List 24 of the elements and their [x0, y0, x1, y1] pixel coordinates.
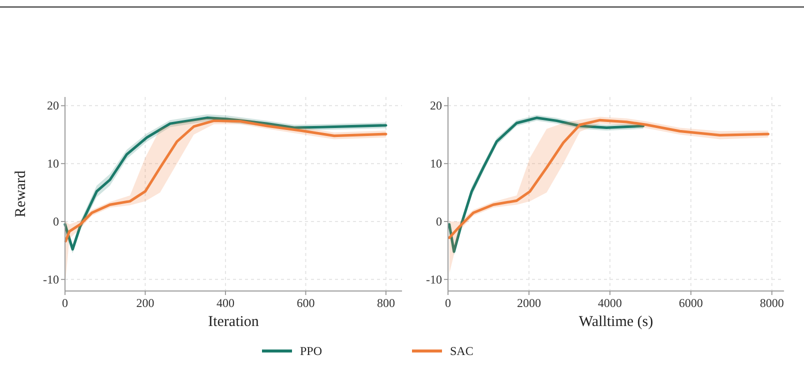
x-tick-label: 6000 — [678, 296, 703, 310]
y-tick-label: 10 — [430, 156, 442, 171]
y-tick-label: 0 — [53, 214, 59, 229]
line-series — [448, 118, 770, 240]
x-tick-label: 4000 — [598, 296, 622, 310]
y-tick-label: 10 — [47, 156, 59, 171]
x-tick-label: 0 — [445, 296, 451, 310]
x-tick-label: 8000 — [760, 296, 784, 310]
x-axis-title: Walltime (s) — [578, 314, 654, 330]
x-tick-label: 400 — [216, 296, 234, 310]
y-tick-label: -10 — [43, 272, 59, 286]
legend-label: SAC — [450, 344, 474, 358]
x-tick-label: 800 — [376, 296, 395, 310]
y-tick-label: 0 — [436, 214, 442, 229]
x-tick-label: 0 — [62, 296, 68, 310]
legend-label: PPO — [300, 344, 322, 358]
x-tick-label: 2000 — [516, 296, 541, 310]
x-axis-title: Iteration — [208, 314, 260, 330]
y-tick-label: 20 — [47, 98, 59, 113]
y-tick-label: -10 — [426, 272, 442, 286]
y-tick-label: 20 — [430, 98, 442, 113]
y-axis-title: Reward — [13, 170, 29, 218]
x-tick-label: 600 — [296, 296, 315, 310]
x-tick-label: 200 — [136, 296, 154, 310]
